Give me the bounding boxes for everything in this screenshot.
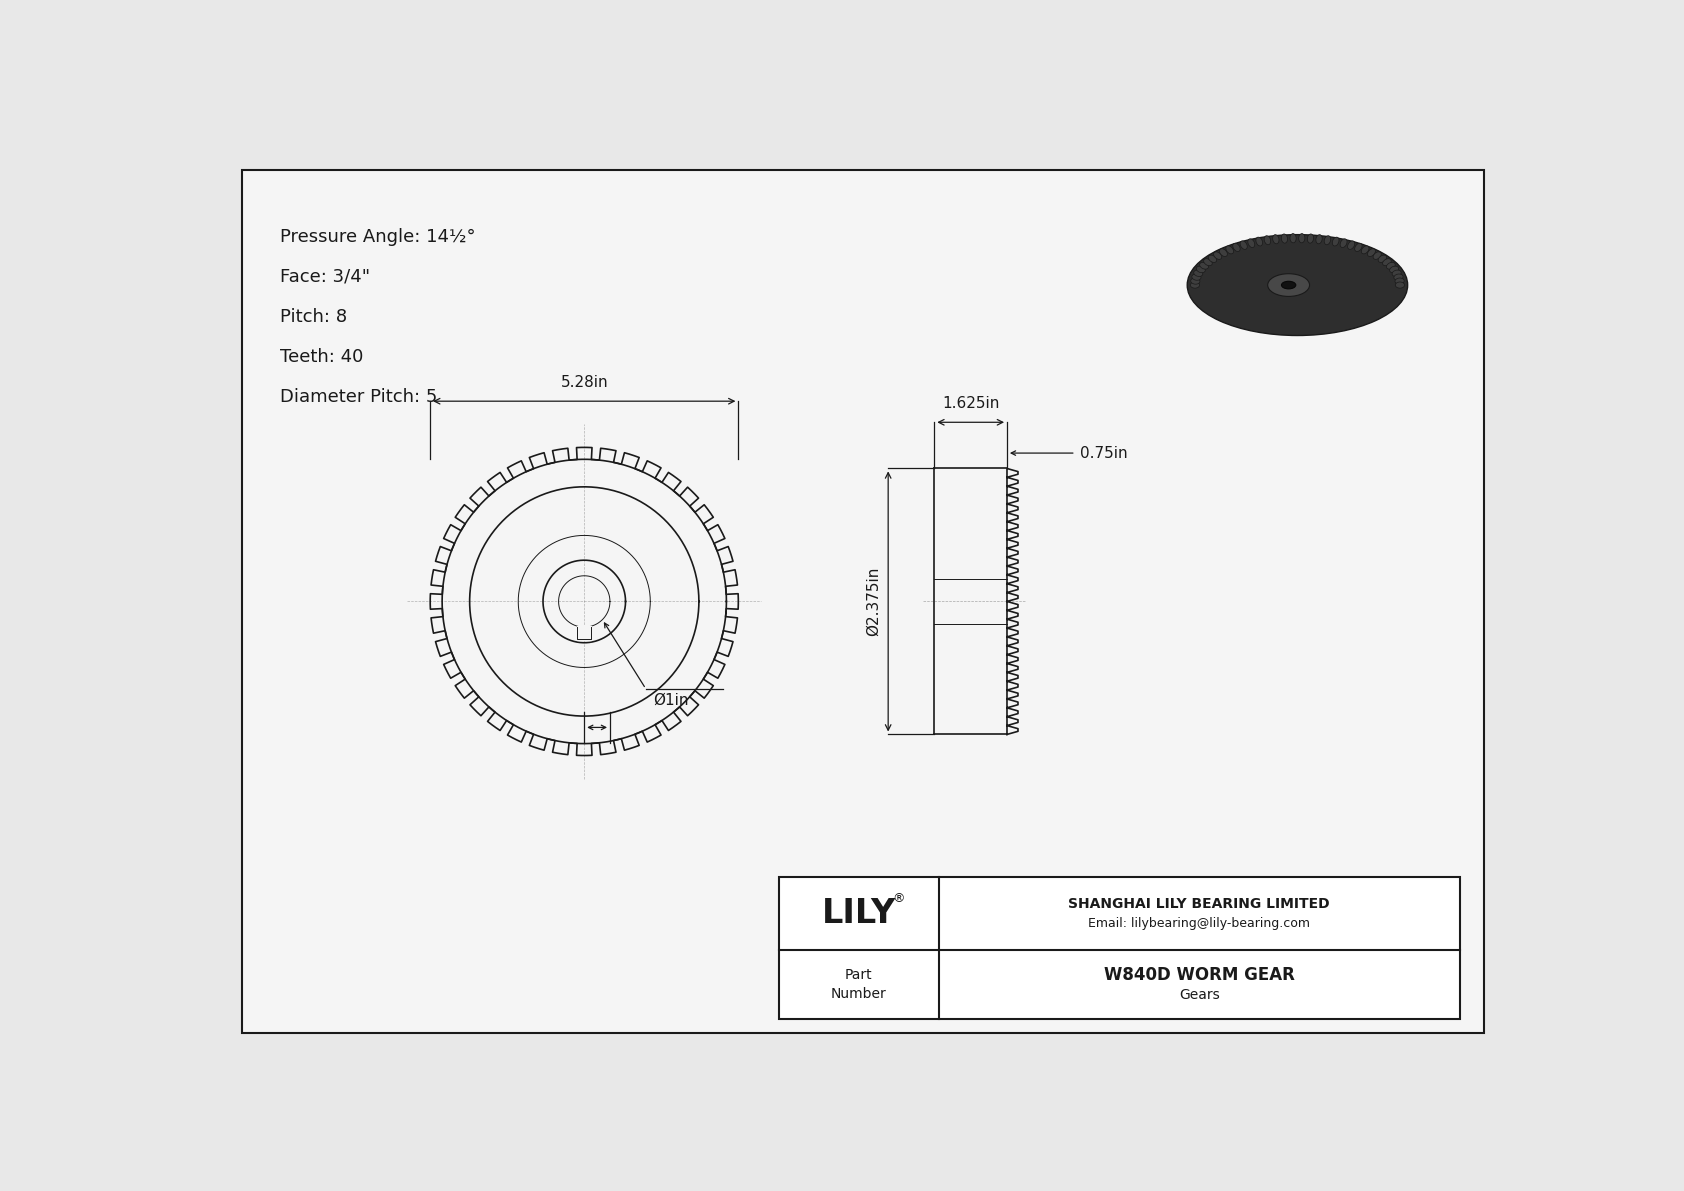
Ellipse shape <box>1187 235 1408 336</box>
Ellipse shape <box>1282 233 1288 243</box>
Ellipse shape <box>1393 270 1401 276</box>
Ellipse shape <box>1324 236 1330 244</box>
Ellipse shape <box>1386 262 1396 269</box>
Text: Ø2.375in: Ø2.375in <box>866 567 881 636</box>
Ellipse shape <box>1199 262 1209 269</box>
Ellipse shape <box>1290 233 1297 243</box>
Ellipse shape <box>1209 255 1218 262</box>
Text: SHANGHAI LILY BEARING LIMITED: SHANGHAI LILY BEARING LIMITED <box>1068 897 1330 911</box>
Ellipse shape <box>1191 282 1199 288</box>
Ellipse shape <box>1396 282 1404 288</box>
Ellipse shape <box>1265 236 1271 244</box>
Ellipse shape <box>1378 255 1386 262</box>
Ellipse shape <box>1219 249 1228 256</box>
Ellipse shape <box>1372 251 1381 260</box>
Ellipse shape <box>1194 270 1202 276</box>
Ellipse shape <box>1192 274 1201 280</box>
Ellipse shape <box>1204 258 1212 266</box>
Ellipse shape <box>1347 241 1354 249</box>
Ellipse shape <box>1332 237 1339 247</box>
Ellipse shape <box>1354 243 1362 251</box>
Text: Gears: Gears <box>1179 987 1219 1002</box>
Text: W840D WORM GEAR: W840D WORM GEAR <box>1103 966 1295 984</box>
Text: 5.28in: 5.28in <box>561 375 608 389</box>
Ellipse shape <box>1298 233 1305 243</box>
Bar <box>578 626 591 640</box>
Ellipse shape <box>1394 278 1404 285</box>
Ellipse shape <box>1367 249 1376 256</box>
Bar <box>778 877 1460 1018</box>
Ellipse shape <box>1248 239 1255 248</box>
Text: Pitch: 8: Pitch: 8 <box>280 307 347 325</box>
Ellipse shape <box>1273 235 1280 244</box>
Text: Pressure Angle: 14½°: Pressure Angle: 14½° <box>280 227 477 245</box>
Ellipse shape <box>1239 241 1248 249</box>
Ellipse shape <box>1389 266 1398 273</box>
Ellipse shape <box>1256 237 1263 247</box>
Text: Face: 3/4": Face: 3/4" <box>280 268 370 286</box>
Text: 0.75in: 0.75in <box>1079 445 1127 461</box>
Text: Ø1in: Ø1in <box>653 693 689 707</box>
Text: 1.625in: 1.625in <box>941 395 999 411</box>
Ellipse shape <box>1233 243 1239 251</box>
Text: Teeth: 40: Teeth: 40 <box>280 348 364 366</box>
Ellipse shape <box>1394 274 1403 280</box>
Text: LILY: LILY <box>822 897 896 930</box>
Ellipse shape <box>1307 233 1314 243</box>
Ellipse shape <box>1214 251 1223 260</box>
Ellipse shape <box>1361 245 1369 254</box>
Text: Diameter Pitch: 5: Diameter Pitch: 5 <box>280 388 438 406</box>
Ellipse shape <box>1226 245 1234 254</box>
Text: Part
Number: Part Number <box>830 968 887 1002</box>
Ellipse shape <box>1315 235 1322 244</box>
Ellipse shape <box>1340 239 1347 248</box>
Ellipse shape <box>1196 266 1206 273</box>
Ellipse shape <box>1383 258 1391 266</box>
Text: Email: lilybearing@lily-bearing.com: Email: lilybearing@lily-bearing.com <box>1088 917 1310 930</box>
Ellipse shape <box>1191 278 1201 285</box>
Ellipse shape <box>1268 274 1310 297</box>
Text: ®: ® <box>893 892 904 905</box>
Ellipse shape <box>1282 281 1295 289</box>
